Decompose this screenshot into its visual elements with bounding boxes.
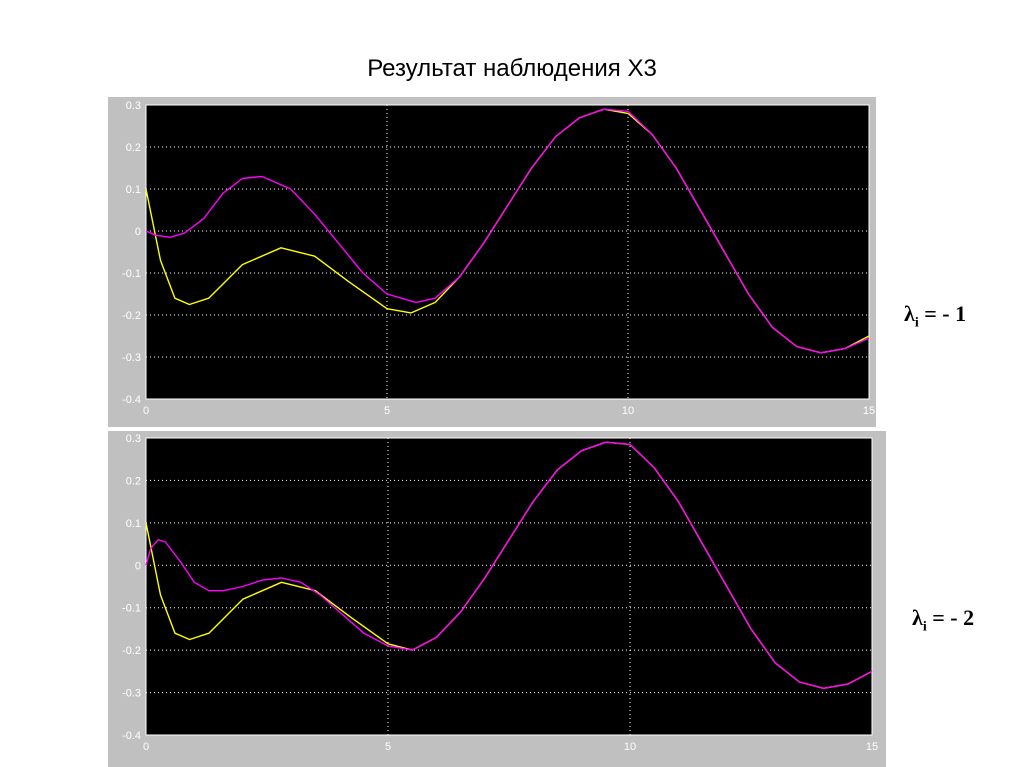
y-tick-label: -0.1	[122, 603, 141, 615]
y-tick-label: 0	[135, 560, 141, 572]
y-tick-label: -0.4	[122, 394, 141, 406]
x-tick-label: 10	[622, 405, 634, 417]
chart-2: 0 5 10 15 0.3 0.2 0.1 0 -0.1 -0.2 -0.3 -0.4	[122, 433, 878, 753]
y-tick-label: -0.2	[122, 645, 141, 657]
y-tick-label: 0.1	[126, 184, 141, 196]
y-tick-label: -0.3	[122, 352, 141, 364]
x-tick-label: 0	[143, 405, 149, 417]
x-tick-label: 0	[143, 741, 149, 753]
y-tick-label: 0.2	[126, 142, 141, 154]
lambda-label-2: λi = - 2	[912, 605, 974, 635]
y-tick-label: -0.4	[122, 730, 141, 742]
lambda-symbol: λ	[904, 301, 915, 326]
y-tick-label: -0.2	[122, 310, 141, 322]
y-tick-label: -0.3	[122, 688, 141, 700]
lambda-subscript: i	[922, 619, 927, 635]
y-tick-label: 0.2	[126, 475, 141, 487]
x-tick-label: 15	[866, 741, 878, 753]
lambda-symbol: λ	[912, 605, 923, 630]
lambda-value: = - 2	[926, 605, 975, 630]
plot-area	[145, 104, 870, 400]
x-tick-label: 5	[384, 405, 390, 417]
lambda-label-1: λi = - 1	[904, 301, 966, 331]
x-tick-label: 5	[385, 741, 391, 753]
y-tick-label: -0.1	[122, 268, 141, 280]
x-tick-label: 15	[863, 405, 875, 417]
y-tick-label: 0	[135, 226, 141, 238]
x-tick-label: 10	[624, 741, 636, 753]
scope-panel-1: 0 5 10 15 0.3 0.2 0.1 0 -0.1 -0.2 -0.3 -0.4	[108, 97, 876, 427]
page-title: Результат наблюдения Х3	[367, 55, 657, 82]
scope-panel-2: 0 5 10 15 0.3 0.2 0.1 0 -0.1 -0.2 -0.3 -0.4	[108, 431, 886, 767]
series-line-2	[145, 441, 873, 689]
series-line-2	[145, 108, 870, 354]
y-tick-label: 0.1	[126, 518, 141, 530]
lambda-value: = - 1	[918, 301, 967, 326]
y-tick-label: 0.3	[126, 100, 141, 112]
y-tick-label: 0.3	[126, 433, 141, 445]
lambda-subscript: i	[914, 315, 919, 331]
plot-area	[145, 437, 873, 736]
chart-1: 0 5 10 15 0.3 0.2 0.1 0 -0.1 -0.2 -0.3 -0.4	[122, 100, 875, 417]
